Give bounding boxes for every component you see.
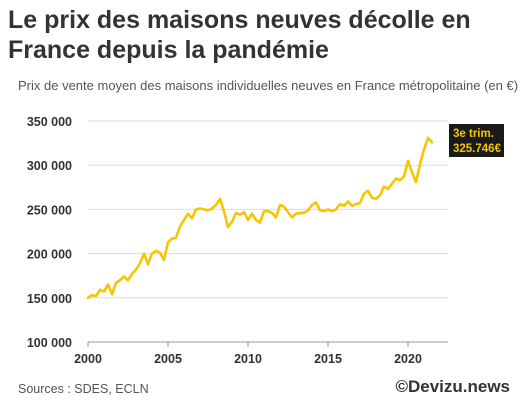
- x-tick-label: 2010: [234, 352, 262, 366]
- y-tick-label: 150 000: [27, 292, 72, 306]
- x-tick-labels: 2000 2005 2010 2015 2020: [74, 352, 422, 366]
- y-tick-label: 250 000: [27, 203, 72, 217]
- y-tick-label: 200 000: [27, 248, 72, 262]
- grid-lines: [87, 120, 448, 347]
- y-tick-label: 100 000: [27, 336, 72, 350]
- annotation-line1: 3e trim.: [453, 128, 494, 140]
- x-tick-label: 2020: [394, 352, 422, 366]
- sources-note: Sources : SDES, ECLN: [18, 382, 149, 396]
- y-tick-label: 350 000: [27, 115, 72, 129]
- brand-credit: ©Devizu.news: [395, 377, 510, 396]
- y-tick-labels: 100 000 150 000 200 000 250 000 300 000 350 0…: [27, 115, 72, 350]
- x-tick-label: 2005: [154, 352, 182, 366]
- series-line-layer: [86, 136, 434, 300]
- chart-title: Le prix des maisons neuves décolle en Fr…: [8, 6, 471, 64]
- series-line: [86, 136, 434, 300]
- chart-subtitle: Prix de vente moyen des maisons individu…: [18, 78, 519, 93]
- y-tick-label: 300 000: [27, 159, 72, 173]
- annotation-box: [449, 124, 504, 157]
- annotation-layer: 3e trim. 325.746€: [449, 124, 504, 157]
- x-tick-label: 2000: [74, 352, 102, 366]
- x-tick-label: 2015: [314, 352, 342, 366]
- annotation-line2: 325.746€: [453, 143, 502, 155]
